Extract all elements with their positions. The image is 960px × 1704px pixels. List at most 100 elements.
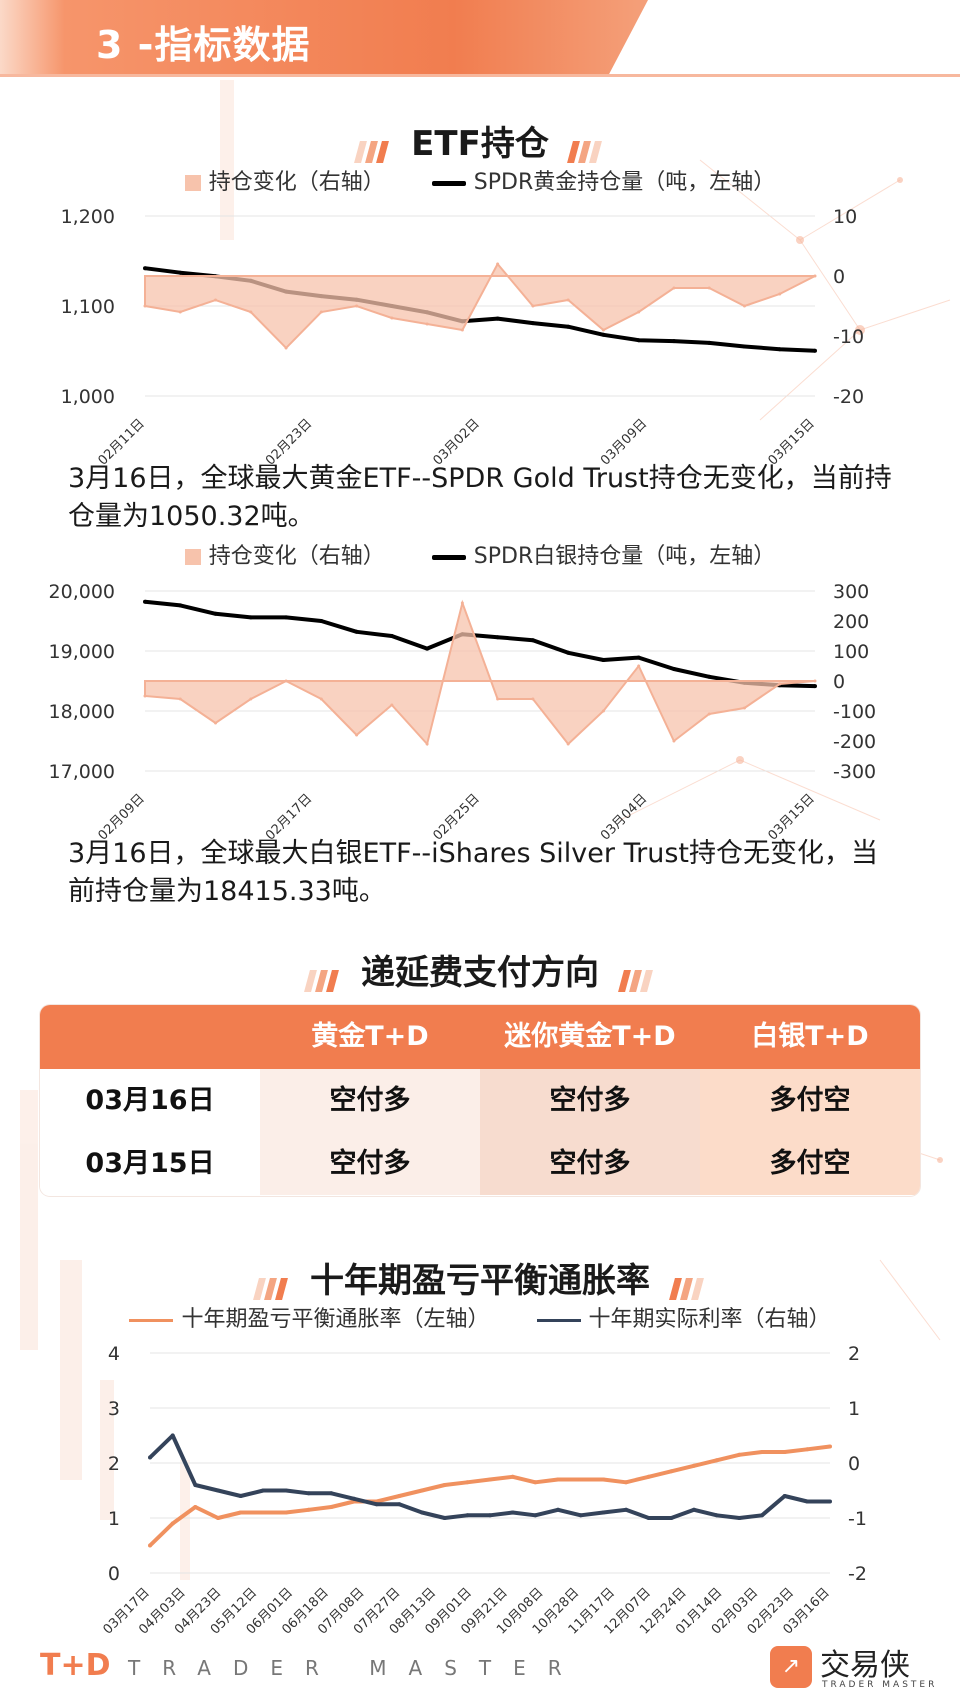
data-point: [624, 1480, 628, 1485]
data-point-change: [319, 697, 323, 701]
data-point: [352, 1496, 356, 1501]
data-point: [261, 1488, 266, 1493]
data-point: [636, 338, 641, 343]
y-tick-label-left: 1,100: [61, 296, 115, 318]
stripe-ornament-right: [668, 1269, 708, 1300]
y-tick-label-left: 2: [108, 1453, 120, 1475]
x-tick-label: 03月02日: [430, 416, 482, 465]
data-point: [354, 629, 359, 634]
data-point: [692, 1507, 696, 1512]
y-tick-label-left: 19,000: [49, 641, 115, 663]
data-point-change: [178, 697, 182, 701]
data-point: [319, 619, 324, 623]
legend-swatch-line: [431, 554, 466, 560]
table-cell: 空付多: [260, 1069, 480, 1132]
data-point: [284, 615, 289, 620]
data-point: [284, 1488, 288, 1493]
data-point: [420, 1488, 424, 1493]
y-tick-label-right: -10: [833, 326, 864, 348]
y-tick-label-right: -20: [833, 386, 864, 408]
section-title-etf-text: ETF持仓: [411, 124, 549, 164]
x-tick-label: 03月15日: [765, 791, 817, 840]
data-point: [329, 1491, 334, 1496]
table-row: 03月15日 空付多 空付多 多付空: [40, 1132, 920, 1195]
y-tick-label-left: 0: [108, 1563, 120, 1585]
data-point: [714, 1458, 719, 1463]
data-point: [510, 1510, 515, 1515]
data-point: [148, 1543, 152, 1548]
section-title-etf: ETF持仓: [0, 116, 960, 165]
series-line: [148, 1433, 830, 1520]
data-point: [143, 266, 147, 271]
series-line: [144, 599, 816, 689]
legend-item-line: SPDR白银持仓量（吨，左轴）: [431, 538, 776, 570]
data-point: [692, 1463, 696, 1468]
data-point-change: [778, 682, 782, 686]
legend-item-area: 持仓变化（右轴）: [184, 538, 385, 570]
page-header: 3 -指标数据: [0, 0, 960, 78]
data-point: [530, 638, 535, 643]
footer-logo: T+D: [40, 1648, 111, 1683]
data-point: [646, 1516, 651, 1520]
data-point: [601, 1510, 606, 1515]
section-title-breakeven: 十年期盈亏平衡通胀率: [0, 1253, 960, 1302]
legend-swatch-series2: [536, 1318, 581, 1322]
stripe-ornament-left: [303, 961, 343, 992]
y-tick-label-right: -200: [833, 731, 876, 753]
data-point: [329, 1505, 334, 1509]
legend-item-series2: 十年期实际利率（右轴）: [536, 1301, 831, 1333]
deferred-fee-table: 黄金T+D 迷你黄金T+D 白银T+D 03月16日 空付多 空付多 多付空 0…: [40, 1005, 920, 1196]
data-point: [737, 1452, 742, 1457]
data-point: [737, 1516, 742, 1520]
x-tick-label: 02月23日: [263, 416, 315, 465]
y-tick-label-left: 1,000: [61, 386, 115, 408]
data-point: [742, 344, 747, 349]
breakeven-inflation-chart: 01234-2-101203月17日04月03日04月23日05月12日06月0…: [100, 1343, 867, 1638]
data-point: [213, 611, 218, 616]
data-point: [714, 1513, 719, 1518]
data-point: [828, 1499, 832, 1504]
data-point: [397, 1502, 402, 1507]
y-tick-label-right: -2: [848, 1563, 867, 1585]
data-point: [578, 1477, 583, 1482]
data-point: [178, 603, 183, 608]
data-point-change: [566, 742, 570, 746]
data-point: [760, 1513, 764, 1518]
data-point: [760, 1450, 764, 1454]
x-tick-label: 03月15日: [765, 416, 817, 465]
data-point: [465, 1513, 470, 1518]
data-point-change: [284, 679, 288, 683]
table-cell-date: 03月16日: [40, 1069, 260, 1132]
data-point: [442, 1516, 447, 1520]
table-cell: 空付多: [480, 1132, 700, 1195]
data-point-change: [601, 709, 605, 713]
legend-item-line: SPDR黄金持仓量（吨，左轴）: [431, 164, 776, 196]
data-point: [389, 634, 394, 638]
data-point: [178, 270, 183, 275]
stripe-ornament-left: [353, 132, 393, 163]
data-point-change: [355, 733, 359, 737]
legend-swatch-area: [184, 175, 201, 191]
legend-label-line: SPDR黄金持仓量（吨，左轴）: [473, 170, 776, 195]
table-cell: 多付空: [700, 1132, 920, 1195]
y-tick-label-left: 18,000: [49, 701, 115, 723]
legend-breakeven: 十年期盈亏平衡通胀率（左轴） 十年期实际利率（右轴）: [0, 1301, 960, 1333]
section-title-deferred-text: 递延费支付方向: [361, 953, 599, 993]
data-point-change: [813, 679, 817, 683]
data-point: [420, 1510, 424, 1515]
data-point: [261, 1510, 266, 1515]
legend-swatch-line: [431, 180, 466, 186]
stripe-ornament-right: [617, 961, 657, 992]
legend-silver: 持仓变化（右轴） SPDR白银持仓量（吨，左轴）: [0, 538, 960, 570]
data-point: [636, 655, 641, 660]
data-point-change: [496, 262, 500, 266]
data-point: [671, 667, 676, 671]
y-tick-label-left: 3: [108, 1398, 120, 1420]
data-point-change: [284, 346, 288, 350]
series-line: [148, 1444, 831, 1547]
legend-label-line: SPDR白银持仓量（吨，左轴）: [473, 544, 776, 569]
brand-subtitle: TRADER MASTER: [822, 1680, 938, 1690]
data-point-change: [813, 274, 817, 278]
stripe-ornament-left: [252, 1269, 292, 1300]
brand-name: 交易侠: [820, 1648, 910, 1683]
